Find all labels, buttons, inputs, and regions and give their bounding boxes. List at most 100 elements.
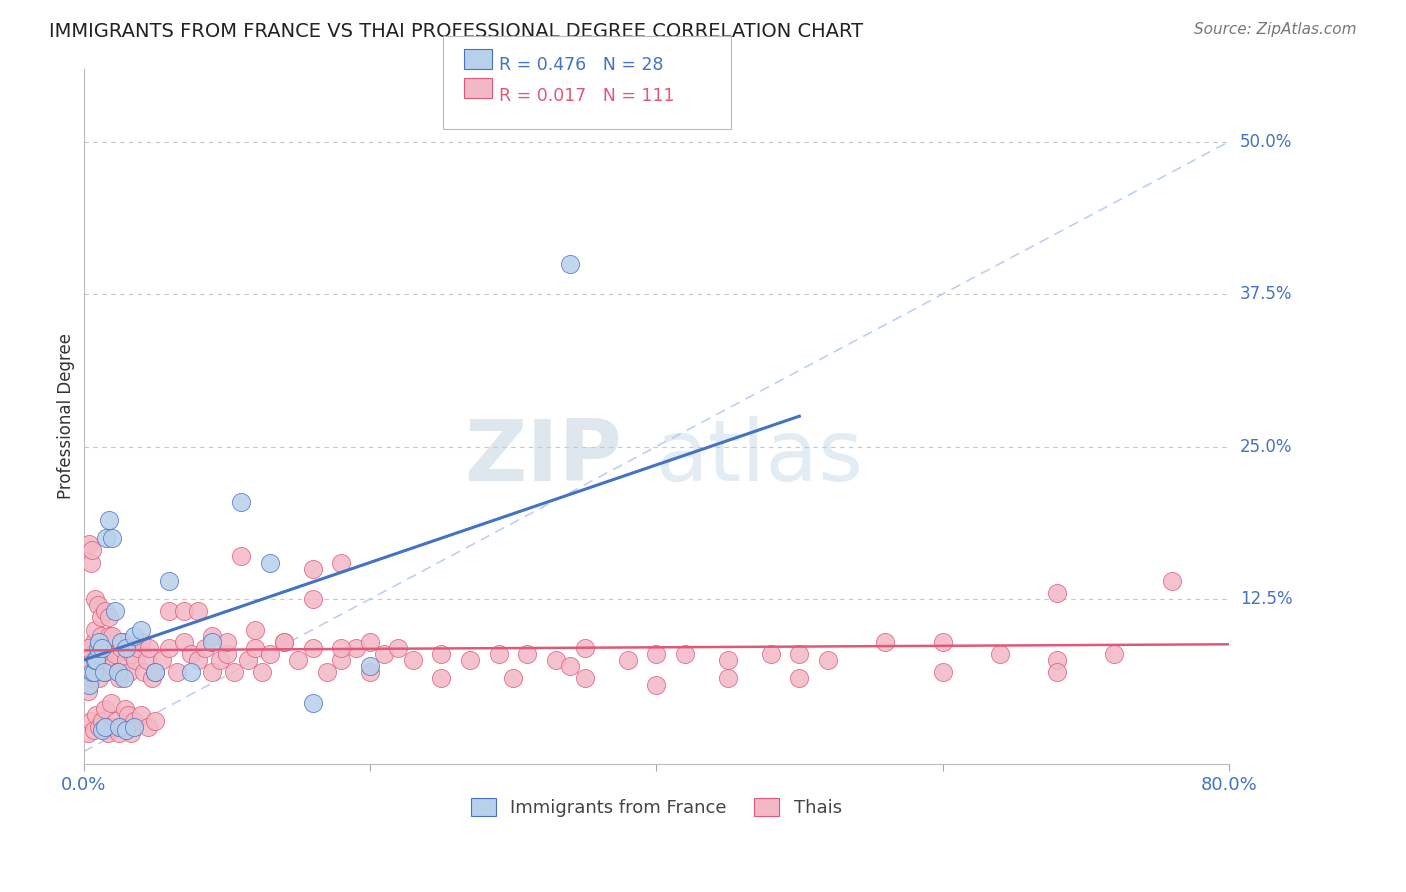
Point: [90, 610, 112, 624]
Point: [373, 647, 395, 661]
Point: [82, 647, 104, 661]
Point: [124, 653, 146, 667]
Point: [115, 723, 138, 737]
Point: [84, 623, 107, 637]
Point: [717, 672, 740, 686]
Point: [387, 640, 409, 655]
Point: [817, 653, 839, 667]
Point: [98, 629, 121, 643]
Point: [173, 604, 195, 618]
Point: [132, 665, 155, 680]
Point: [273, 635, 295, 649]
Point: [77, 677, 100, 691]
Point: [544, 653, 567, 667]
Point: [180, 665, 202, 680]
Point: [208, 653, 231, 667]
Point: [76, 683, 98, 698]
Point: [316, 665, 339, 680]
Point: [759, 647, 782, 661]
Point: [201, 665, 224, 680]
Point: [98, 610, 121, 624]
Point: [301, 562, 323, 576]
Point: [96, 531, 118, 545]
Point: [875, 635, 897, 649]
Text: 37.5%: 37.5%: [1240, 285, 1292, 303]
Point: [157, 604, 180, 618]
Legend: Immigrants from France, Thais: Immigrants from France, Thais: [464, 791, 849, 824]
Point: [138, 640, 160, 655]
Point: [301, 696, 323, 710]
Point: [166, 665, 188, 680]
Point: [245, 640, 267, 655]
Point: [273, 635, 295, 649]
Point: [259, 556, 281, 570]
Point: [516, 647, 538, 661]
Point: [122, 629, 145, 643]
Point: [430, 647, 453, 661]
Point: [87, 599, 110, 613]
Point: [89, 635, 111, 649]
Point: [1046, 653, 1069, 667]
Point: [83, 723, 105, 737]
Text: 12.5%: 12.5%: [1240, 591, 1292, 608]
Point: [110, 640, 132, 655]
Point: [91, 714, 114, 728]
Point: [988, 647, 1011, 661]
Point: [93, 653, 115, 667]
Point: [121, 647, 143, 661]
Point: [79, 556, 101, 570]
Point: [107, 665, 129, 680]
Point: [488, 647, 510, 661]
Point: [359, 659, 381, 673]
Point: [129, 623, 152, 637]
Point: [330, 556, 353, 570]
Point: [100, 696, 122, 710]
Point: [359, 665, 381, 680]
Point: [141, 672, 163, 686]
Point: [115, 640, 138, 655]
Point: [789, 647, 811, 661]
Point: [180, 647, 202, 661]
Point: [89, 720, 111, 734]
Text: Source: ZipAtlas.com: Source: ZipAtlas.com: [1194, 22, 1357, 37]
Point: [114, 702, 136, 716]
Point: [94, 720, 117, 734]
Point: [76, 726, 98, 740]
Point: [129, 635, 152, 649]
Point: [101, 531, 124, 545]
Point: [111, 720, 134, 734]
Point: [104, 647, 127, 661]
Point: [84, 592, 107, 607]
Point: [215, 635, 238, 649]
Point: [301, 592, 323, 607]
Point: [79, 672, 101, 686]
Point: [96, 640, 118, 655]
Point: [201, 629, 224, 643]
Point: [789, 672, 811, 686]
Point: [301, 640, 323, 655]
Text: R = 0.476   N = 28: R = 0.476 N = 28: [499, 56, 664, 74]
Text: IMMIGRANTS FROM FRANCE VS THAI PROFESSIONAL DEGREE CORRELATION CHART: IMMIGRANTS FROM FRANCE VS THAI PROFESSIO…: [49, 22, 863, 41]
Point: [430, 672, 453, 686]
Point: [157, 640, 180, 655]
Point: [103, 720, 125, 734]
Point: [91, 640, 114, 655]
Point: [97, 726, 120, 740]
Point: [129, 708, 152, 723]
Point: [259, 647, 281, 661]
Point: [616, 653, 638, 667]
Point: [91, 723, 114, 737]
Point: [115, 653, 138, 667]
Point: [86, 708, 108, 723]
Point: [117, 708, 139, 723]
Point: [112, 635, 135, 649]
Point: [118, 665, 141, 680]
Point: [574, 640, 596, 655]
Point: [222, 665, 245, 680]
Point: [105, 714, 128, 728]
Point: [108, 672, 131, 686]
Point: [112, 672, 135, 686]
Point: [157, 574, 180, 588]
Point: [87, 640, 110, 655]
Point: [194, 640, 217, 655]
